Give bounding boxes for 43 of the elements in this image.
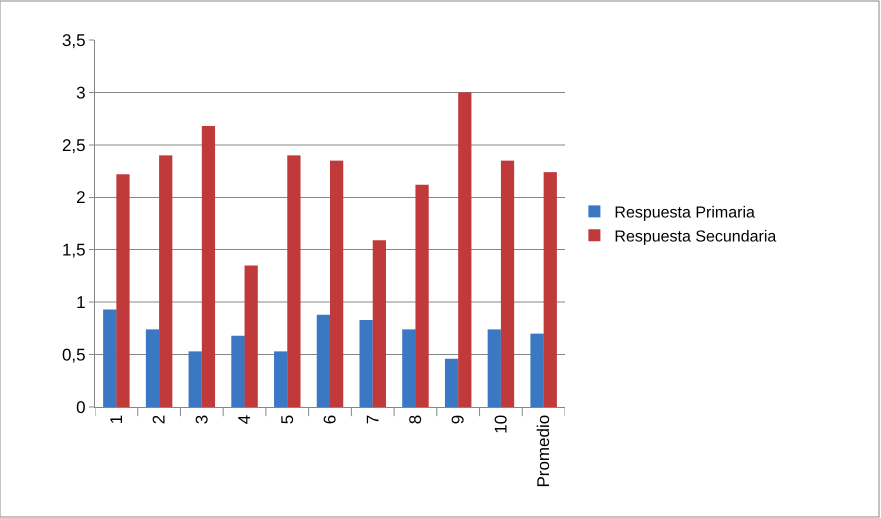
bar [500,160,514,407]
legend-label: Respuesta Secundaria [614,228,776,246]
x-tick-label: 7 [363,414,382,424]
bar [359,320,373,407]
bar [458,92,472,407]
x-tick-label: 1 [106,414,126,424]
y-tick-label: 2 [76,188,86,208]
x-tick-label: 2 [150,414,169,424]
bar [231,336,245,407]
x-tick-label: 4 [235,414,254,424]
bar [415,184,429,407]
bar [103,309,116,407]
bar [287,155,301,407]
y-tick-label: 0 [76,398,86,417]
bar [372,240,386,407]
x-tick-label: 8 [406,414,425,424]
x-tick-label: 10 [491,414,510,434]
bar [159,155,172,407]
bar [402,329,416,407]
bar [316,314,330,407]
bar [202,126,216,407]
bar [530,334,544,407]
x-tick-label: Promedio [534,414,554,488]
x-tick-label: 9 [448,414,468,424]
bar [544,172,557,407]
bar [488,329,501,407]
y-tick-label: 0,5 [62,346,86,365]
bar [146,329,160,407]
y-tick-label: 3,5 [62,30,86,50]
bar [274,351,288,407]
bar [116,174,130,407]
y-tick-label: 3 [76,83,86,102]
x-tick-label: 6 [320,414,340,424]
x-tick-label: 3 [192,414,212,424]
bar [244,265,258,407]
bar [444,358,458,407]
legend-label: Respuesta Primaria [614,204,755,222]
y-tick-label: 1,5 [62,240,86,260]
y-tick-label: 2,5 [62,136,86,155]
bar [188,351,202,407]
x-tick-label: 5 [278,414,297,424]
bar [330,160,344,407]
y-tick-label: 1 [76,293,86,312]
